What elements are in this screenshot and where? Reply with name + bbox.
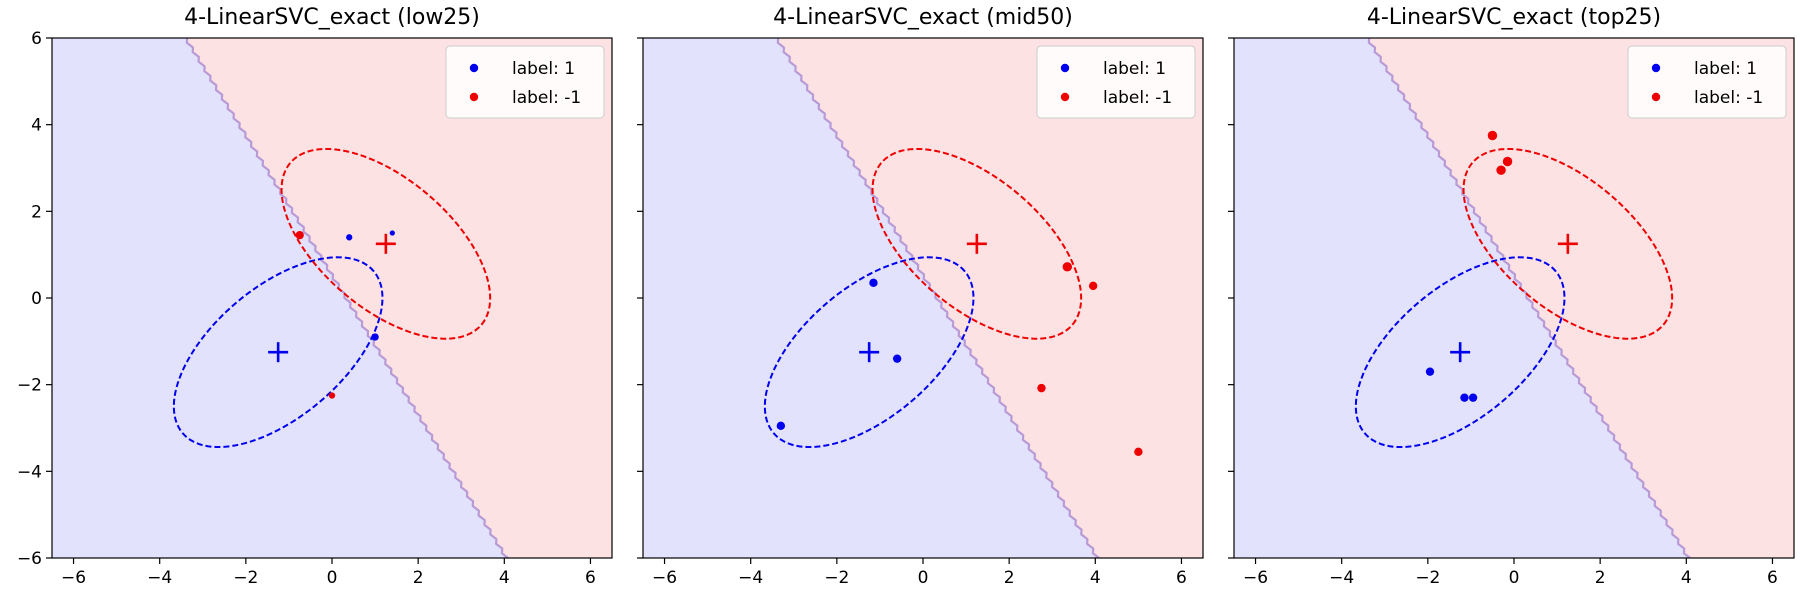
decision-boundary	[1367, 38, 1691, 558]
center-marker-1	[859, 342, 880, 363]
legend-marker-label-1	[1060, 63, 1070, 73]
region-label-minus1	[1367, 38, 1794, 558]
region-label-1	[643, 38, 1098, 558]
x-tick-label: 0	[918, 568, 929, 588]
data-point-label-minus1	[1502, 156, 1513, 167]
plot-area	[643, 38, 1203, 558]
region-label-minus1	[776, 38, 1203, 558]
data-point-label-1	[1425, 367, 1435, 376]
x-tick-label: 2	[413, 568, 424, 588]
legend-label: label: -1	[1694, 88, 1763, 108]
legend: label: 1 label: -1	[1627, 45, 1787, 119]
x-tick-label: −2	[233, 568, 258, 588]
data-point-label-minus1	[1037, 383, 1046, 393]
x-tick-label: 6	[1767, 568, 1778, 588]
data-point-label-1	[776, 421, 786, 431]
ellipse-class-1	[172, 256, 384, 449]
legend-marker-label-1	[469, 63, 479, 73]
y-tick-label: 2	[31, 202, 42, 222]
legend-marker-label-minus1	[1060, 92, 1070, 102]
data-point-label-1	[892, 354, 902, 363]
decision-boundary	[185, 38, 509, 558]
legend-marker-label-minus1	[1651, 92, 1661, 102]
chart-panel-2: −6 −4 −2 0 2 4 6 4-LinearSVC_exact (mid50) label…	[637, 5, 1204, 588]
legend-label: label: 1	[512, 59, 575, 79]
region-label-1	[1234, 38, 1689, 558]
legend-label: label: 1	[1103, 59, 1166, 79]
data-point-label-minus1	[295, 230, 304, 240]
x-tick-label: −4	[1329, 568, 1354, 588]
chart-panel-1: −6 −4 −2 0 2 4 6 −6 −4 −2 0 2 4 6 4-LinearSVC_exact (l…	[17, 5, 613, 588]
x-tick-label: −2	[1415, 568, 1440, 588]
data-point-label-1	[1468, 393, 1478, 402]
y-tick-label: 6	[31, 29, 42, 49]
center-marker-minus1	[375, 233, 396, 254]
x-tick-label: 0	[327, 568, 338, 588]
chart-title: 4-LinearSVC_exact (top25)	[1367, 5, 1661, 30]
decision-boundary	[776, 38, 1100, 558]
data-point-label-minus1	[1496, 165, 1506, 175]
data-point-label-1	[371, 333, 379, 341]
x-tick-label: −6	[61, 568, 86, 588]
legend: label: 1 label: -1	[1036, 45, 1196, 119]
x-tick-label: −4	[738, 568, 763, 588]
data-point-label-minus1	[1487, 130, 1498, 141]
chart-panel-3: −6 −4 −2 0 2 4 6 4-LinearSVC_exact (top25) label…	[1228, 5, 1795, 588]
plot-area	[52, 38, 612, 558]
data-point-label-minus1	[1062, 262, 1073, 272]
region-label-1	[52, 38, 507, 558]
legend-box	[445, 45, 605, 119]
y-tick-label: −6	[17, 549, 42, 569]
y-tick-label: −2	[17, 376, 42, 396]
data-point-label-minus1	[1088, 281, 1098, 291]
chart-title: 4-LinearSVC_exact (mid50)	[773, 5, 1073, 30]
legend-label: label: -1	[1103, 88, 1172, 108]
x-tick-label: 4	[1681, 568, 1692, 588]
center-marker-1	[1450, 342, 1471, 363]
x-tick-label: −6	[1243, 568, 1268, 588]
x-tick-label: 6	[585, 568, 596, 588]
x-tick-label: 2	[1004, 568, 1015, 588]
center-marker-minus1	[966, 233, 987, 254]
x-tick-label: 4	[1090, 568, 1101, 588]
data-point-label-1	[346, 234, 353, 241]
x-tick-label: −4	[147, 568, 172, 588]
legend-box	[1036, 45, 1196, 119]
x-tick-label: 6	[1176, 568, 1187, 588]
center-marker-1	[268, 342, 289, 363]
x-tick-label: 4	[499, 568, 510, 588]
legend-label: label: 1	[1694, 59, 1757, 79]
y-tick-label: −4	[17, 462, 42, 482]
x-tick-label: 0	[1509, 568, 1520, 588]
plot-area	[1234, 38, 1794, 558]
legend: label: 1 label: -1	[445, 45, 605, 119]
ellipse-class-minus1	[280, 147, 492, 340]
y-tick-label: 0	[31, 289, 42, 309]
legend-box	[1627, 45, 1787, 119]
y-tick-label: 4	[31, 116, 42, 136]
region-label-minus1	[185, 38, 612, 558]
ellipse-class-minus1	[1462, 147, 1674, 340]
data-point-label-minus1	[1134, 447, 1143, 457]
data-point-label-1	[389, 230, 395, 236]
data-point-label-1	[869, 278, 878, 288]
legend-label: label: -1	[512, 88, 581, 108]
ellipse-class-minus1	[871, 147, 1083, 340]
data-point-label-minus1	[328, 392, 336, 399]
ellipse-class-1	[1354, 256, 1566, 449]
x-tick-label: −2	[824, 568, 849, 588]
chart-title: 4-LinearSVC_exact (low25)	[184, 5, 480, 30]
legend-marker-label-1	[1651, 63, 1661, 73]
legend-marker-label-minus1	[469, 92, 479, 102]
x-tick-label: −6	[652, 568, 677, 588]
x-tick-label: 2	[1595, 568, 1606, 588]
center-marker-minus1	[1557, 233, 1578, 254]
ellipse-class-1	[763, 256, 975, 449]
data-point-label-1	[1460, 393, 1469, 402]
